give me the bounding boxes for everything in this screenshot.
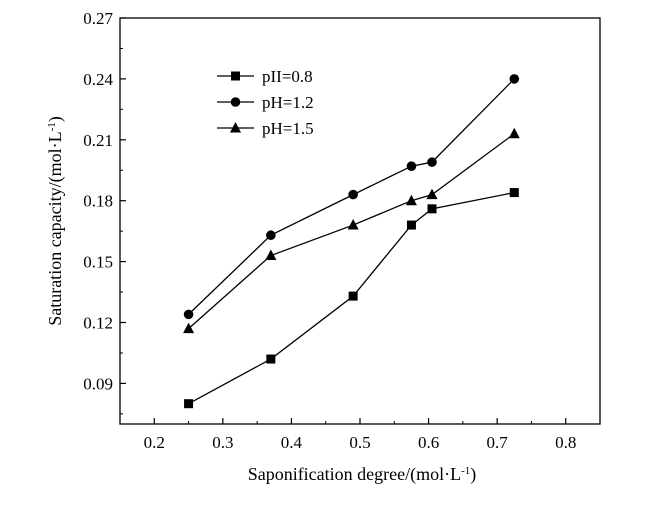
data-point-square xyxy=(406,220,416,230)
data-point-circle xyxy=(266,230,276,241)
series-line xyxy=(188,133,515,330)
data-point-square xyxy=(184,399,194,409)
legend-label: pH=1.2 xyxy=(262,93,314,112)
x-tick-label: 0.8 xyxy=(555,433,576,452)
legend-item: pH=1.2 xyxy=(217,93,314,112)
series-line xyxy=(188,191,515,405)
y-tick-label: 0.24 xyxy=(83,70,113,89)
data-point-circle xyxy=(348,189,358,200)
y-tick-label: 0.09 xyxy=(83,374,113,393)
y-tick-label: 0.18 xyxy=(83,192,113,211)
series-circle xyxy=(183,74,520,320)
data-point-triangle xyxy=(426,188,438,200)
x-tick-label: 0.2 xyxy=(144,433,165,452)
x-tick-label: 0.6 xyxy=(418,433,439,452)
x-axis-title: Saponification degree/(mol·L-1) xyxy=(248,464,477,485)
data-point-circle xyxy=(183,309,194,320)
series-group xyxy=(183,74,520,409)
data-point-circle xyxy=(230,97,241,107)
legend-label: pII=0.8 xyxy=(262,67,313,86)
data-point-triangle xyxy=(508,127,520,139)
ticks-group: 0.2 0.3 0.4 0.5 0.6 0.7 0.8 0.09 0.12 0.15 0.18 0.2… xyxy=(83,9,601,452)
x-tick-label: 0.7 xyxy=(487,433,509,452)
x-tick-label: 0.3 xyxy=(212,433,233,452)
series-square xyxy=(184,188,519,409)
y-tick-label: 0.15 xyxy=(83,253,113,272)
data-point-circle xyxy=(427,157,437,167)
data-point-circle xyxy=(509,74,520,84)
data-point-triangle xyxy=(183,322,195,334)
data-point-triangle xyxy=(347,219,359,230)
series-line xyxy=(188,78,515,315)
y-tick-label: 0.12 xyxy=(83,314,113,333)
legend-item: pII=0.8 xyxy=(217,67,313,86)
y-axis-title: Saturation capacity/(mol·L-1) xyxy=(45,116,66,326)
data-point-triangle xyxy=(265,249,277,261)
data-point-square xyxy=(348,291,358,301)
data-point-square xyxy=(509,188,519,198)
legend: pII=0.8 pH=1.2 pH=1.5 xyxy=(217,67,314,138)
data-point-triangle xyxy=(230,122,241,133)
legend-label: pH=1.5 xyxy=(262,119,314,138)
data-point-triangle xyxy=(405,194,417,206)
plot-frame-group xyxy=(119,17,601,425)
data-point-square xyxy=(231,71,240,81)
x-tick-label: 0.5 xyxy=(349,433,370,452)
y-tick-label: 0.27 xyxy=(83,9,113,28)
legend-item: pH=1.5 xyxy=(217,119,314,138)
plot-frame xyxy=(119,17,601,425)
data-point-square xyxy=(266,354,276,364)
series-triangle xyxy=(183,127,520,334)
y-tick-label: 0.21 xyxy=(83,131,113,150)
data-point-circle xyxy=(406,161,417,171)
x-tick-label: 0.4 xyxy=(281,433,303,452)
data-point-square xyxy=(427,204,437,214)
